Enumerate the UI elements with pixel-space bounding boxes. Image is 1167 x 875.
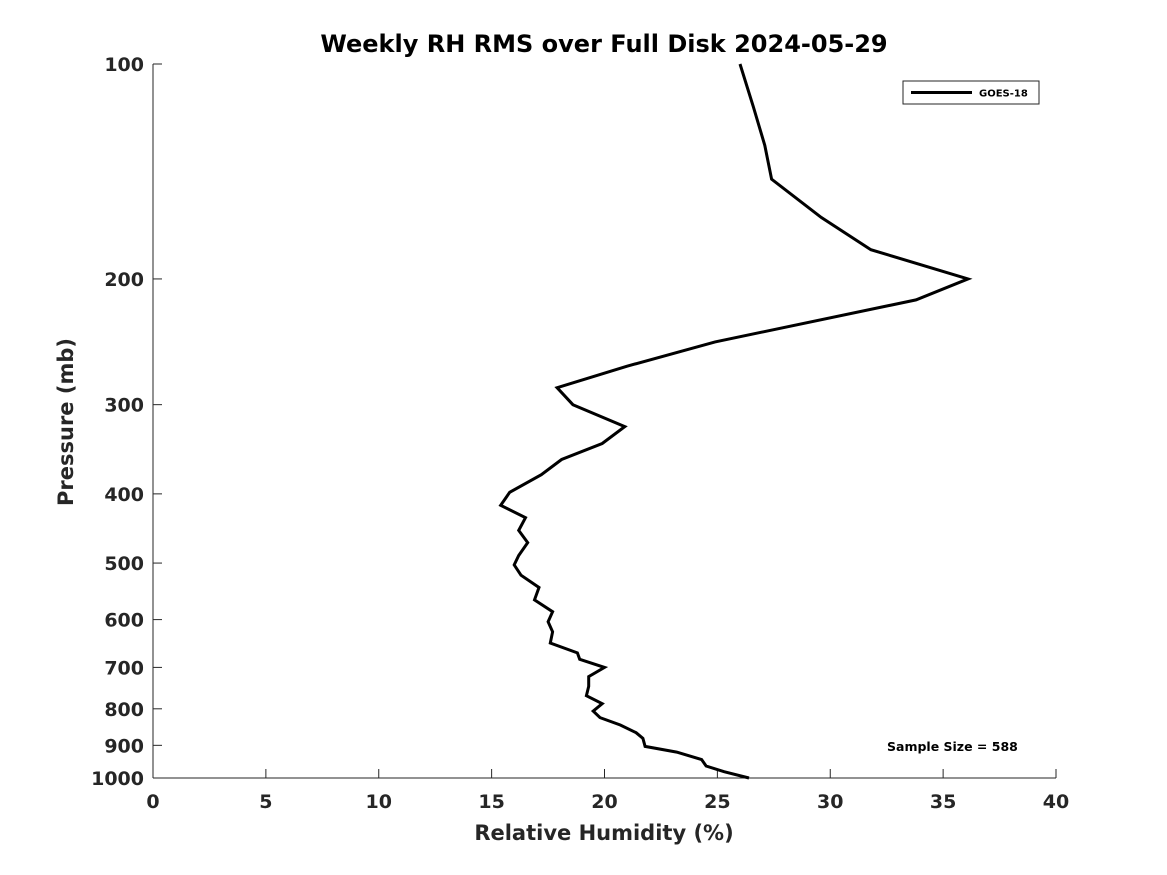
y-tick-label: 500 xyxy=(104,553,144,575)
y-tick-label: 400 xyxy=(104,484,144,506)
series-layer xyxy=(498,63,973,780)
x-axis-label: Relative Humidity (%) xyxy=(474,821,733,845)
sample-size-annotation: Sample Size = 588 xyxy=(887,739,1018,754)
legend-entry-label: GOES-18 xyxy=(979,89,1028,100)
y-tick-label: 900 xyxy=(104,735,144,757)
y-tick-label: 300 xyxy=(104,395,144,417)
x-tick-label: 30 xyxy=(817,791,843,813)
x-tick-label: 5 xyxy=(259,791,272,813)
y-axis-ticks: 100 200 300 400 500 600 700 800 900 1000 xyxy=(91,54,162,790)
y-tick-label: 800 xyxy=(104,699,144,721)
legend: GOES-18 xyxy=(902,80,1040,105)
series-line xyxy=(498,63,973,780)
x-tick-label: 35 xyxy=(930,791,956,813)
x-tick-label: 20 xyxy=(591,791,617,813)
y-tick-label: 200 xyxy=(104,269,144,291)
x-axis-ticks: 0 5 10 15 20 25 30 35 40 xyxy=(146,769,1069,813)
y-tick-label: 100 xyxy=(104,54,144,76)
chart-title: Weekly RH RMS over Full Disk 2024-05-29 xyxy=(320,30,887,58)
x-tick-label: 0 xyxy=(146,791,159,813)
y-tick-label: 600 xyxy=(104,610,144,632)
y-tick-label: 700 xyxy=(104,657,144,679)
x-tick-label: 15 xyxy=(478,791,504,813)
x-tick-label: 25 xyxy=(704,791,730,813)
y-axis-label: Pressure (mb) xyxy=(54,338,78,506)
x-tick-label: 40 xyxy=(1043,791,1069,813)
y-tick-label: 1000 xyxy=(91,768,144,790)
x-tick-label: 10 xyxy=(366,791,392,813)
